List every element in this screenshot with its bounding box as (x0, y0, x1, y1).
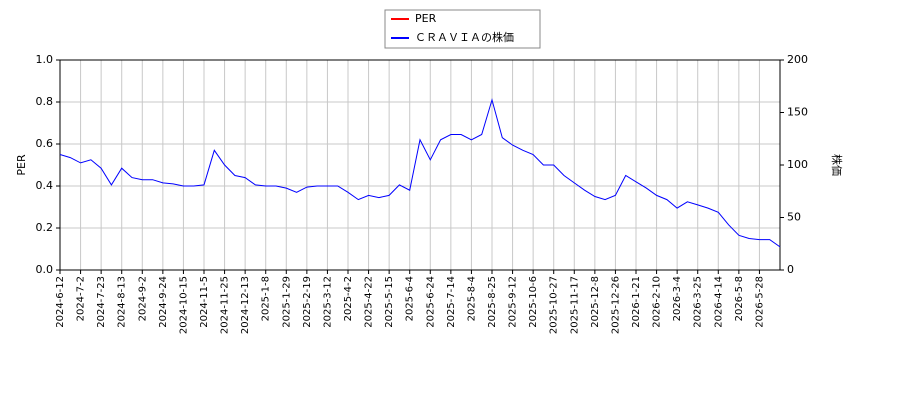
x-tick-label: 2025-1-29 (281, 276, 292, 328)
y-tick-label: 0.6 (36, 137, 54, 150)
x-tick-label: 2024-6-12 (55, 276, 66, 328)
x-tick-label: 2025-7-14 (446, 276, 457, 328)
y2-axis-label: 株価 (830, 154, 844, 176)
x-tick-label: 2025-4-22 (364, 276, 375, 328)
x-tick-label: 2026-1-21 (631, 276, 642, 328)
x-tick-label: 2024-11-5 (199, 276, 210, 328)
y-axis-label: PER (15, 154, 28, 176)
x-tick-label: 2025-6-24 (425, 276, 436, 328)
x-tick-label: 2024-9-2 (137, 276, 148, 321)
series-line (59, 98, 781, 248)
x-tick-label: 2024-11-25 (220, 276, 231, 334)
x-tick-label: 2024-7-2 (76, 276, 87, 321)
y-tick-label: 1.0 (36, 53, 54, 66)
x-tick-label: 2025-10-27 (549, 276, 560, 334)
x-tick-label: 2025-6-4 (405, 276, 416, 321)
y-tick-label: 0.0 (36, 263, 54, 276)
y2-tick-label: 200 (787, 53, 808, 66)
x-tick-label: 2026-3-4 (672, 276, 683, 321)
x-tick-label: 2024-10-15 (178, 276, 189, 334)
x-tick-label: 2024-9-24 (158, 276, 169, 328)
legend-label: PER (415, 12, 437, 25)
x-tick-label: 2026-5-8 (734, 276, 745, 321)
y-tick-label: 0.2 (36, 221, 54, 234)
x-tick-label: 2025-1-8 (261, 276, 272, 321)
plot-frame (59, 59, 781, 271)
x-tick-label: 2025-9-12 (508, 276, 519, 328)
y2-tick-label: 100 (787, 158, 808, 171)
x-tick-label: 2025-12-8 (590, 276, 601, 328)
x-tick-label: 2025-12-26 (610, 276, 621, 334)
x-tick-label: 2024-12-13 (240, 276, 251, 334)
x-tick-label: 2026-3-25 (693, 276, 704, 328)
x-tick-label: 2025-10-6 (528, 276, 539, 328)
legend-box (384, 9, 541, 49)
x-tick-label: 2025-8-25 (487, 276, 498, 328)
x-tick-label: 2025-2-19 (302, 276, 313, 328)
x-tick-label: 2026-4-14 (713, 276, 724, 328)
x-tick-label: 2025-4-2 (343, 276, 354, 321)
x-tick-label: 2025-11-17 (569, 276, 580, 334)
x-tick-label: 2026-5-28 (754, 276, 765, 328)
x-tick-label: 2025-8-4 (466, 276, 477, 321)
x-tick-label: 2025-5-15 (384, 276, 395, 328)
x-tick-label: 2026-2-10 (652, 276, 663, 328)
y2-tick-label: 150 (787, 106, 808, 119)
legend-label: ＣＲＡＶＩＡの株価 (415, 30, 514, 44)
x-tick-label: 2024-8-13 (117, 276, 128, 328)
y-tick-label: 0.4 (36, 179, 54, 192)
y2-tick-label: 50 (787, 211, 801, 224)
y2-tick-label: 0 (787, 263, 794, 276)
y-tick-label: 0.8 (36, 95, 54, 108)
x-tick-label: 2025-3-12 (322, 276, 333, 328)
x-tick-label: 2024-7-23 (96, 276, 107, 328)
